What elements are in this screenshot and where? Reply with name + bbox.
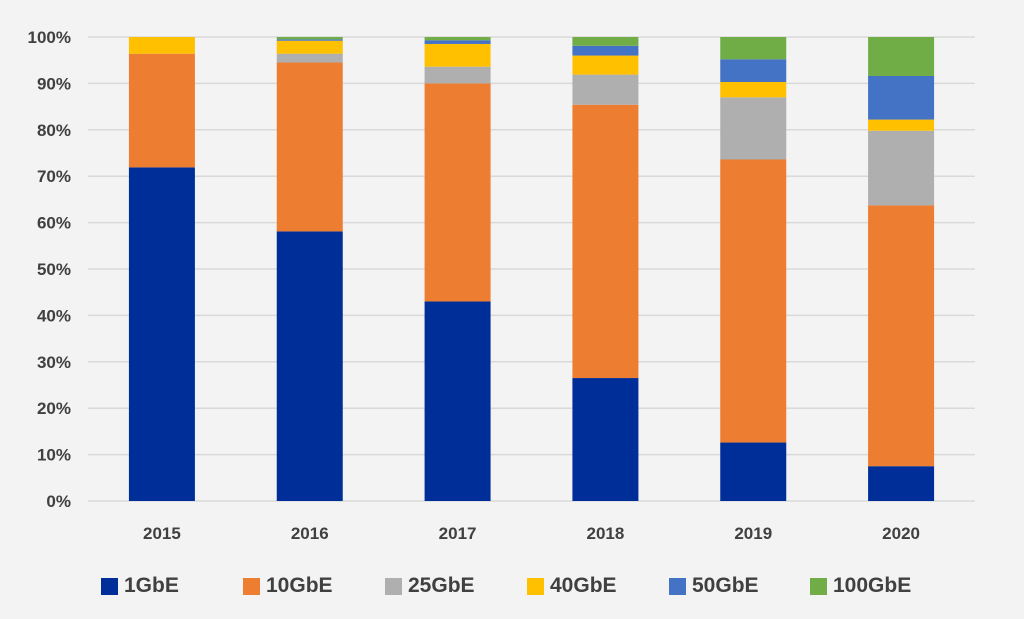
bar-segment-25gbe-2017 <box>424 66 491 84</box>
bar-segment-50gbe-2019 <box>720 59 787 83</box>
legend-label: 100GbE <box>833 574 912 597</box>
y-tick-label: 80% <box>37 121 71 140</box>
bar-segment-50gbe-2020 <box>868 75 935 120</box>
y-tick-label: 0% <box>46 492 71 511</box>
bar-segment-100gbe-2017 <box>424 37 491 41</box>
legend-swatch <box>101 577 118 595</box>
legend-label: 50GbE <box>692 574 759 597</box>
bar-segment-10gbe-2018 <box>572 104 639 379</box>
plot-area: 0% 10% 20% 30% 40% 50% 60% 70% 80% 90% 100% 2015 201… <box>28 28 975 543</box>
bar-segment-25gbe-2018 <box>572 74 639 105</box>
legend-swatch <box>810 577 827 595</box>
legend: 1GbE 10GbE 25GbE 40GbE 50GbE 100GbE <box>0 568 1024 604</box>
bar-segment-40gbe-2016 <box>276 40 343 54</box>
legend-label: 1GbE <box>124 574 179 597</box>
y-tick-label: 50% <box>37 260 71 279</box>
bar-segment-50gbe-2017 <box>424 40 491 44</box>
legend-label: 10GbE <box>266 574 333 597</box>
bar-segment-25gbe-2019 <box>720 97 787 160</box>
x-tick-label: 2016 <box>291 524 329 543</box>
y-tick-label: 60% <box>37 214 71 233</box>
bar-segment-25gbe-2020 <box>868 130 935 206</box>
legend-swatch <box>527 577 544 595</box>
legend-label: 25GbE <box>408 574 475 597</box>
bar-segment-40gbe-2015 <box>128 37 195 54</box>
y-tick-label: 20% <box>37 399 71 418</box>
bar-segment-40gbe-2017 <box>424 43 491 67</box>
legend-swatch <box>243 577 260 595</box>
bar-segment-40gbe-2020 <box>868 119 935 131</box>
bar-segment-1gbe-2018 <box>572 378 639 501</box>
bar-segment-100gbe-2020 <box>868 37 935 76</box>
bar-segment-10gbe-2016 <box>276 62 343 232</box>
bar-segment-1gbe-2016 <box>276 231 343 501</box>
x-tick-label: 2017 <box>439 524 477 543</box>
bar-segment-10gbe-2015 <box>128 53 195 168</box>
legend-swatch <box>669 577 686 595</box>
bar-segment-100gbe-2018 <box>572 37 639 46</box>
y-tick-label: 100% <box>28 28 71 47</box>
legend-item-10gbe: 10GbE <box>243 568 333 604</box>
legend-item-50gbe: 50GbE <box>669 568 759 604</box>
y-tick-label: 10% <box>37 446 71 465</box>
legend-item-100gbe: 100GbE <box>810 568 911 604</box>
bar-segment-25gbe-2016 <box>276 53 343 63</box>
y-tick-label: 70% <box>37 167 71 186</box>
bar-segment-1gbe-2020 <box>868 466 935 501</box>
legend-item-1gbe: 1GbE <box>101 568 179 604</box>
legend-item-40gbe: 40GbE <box>527 568 617 604</box>
x-tick-label: 2020 <box>882 524 920 543</box>
bar-segment-1gbe-2017 <box>424 301 491 501</box>
bar-segment-10gbe-2020 <box>868 205 935 467</box>
legend-swatch <box>385 577 402 595</box>
bar-segment-40gbe-2019 <box>720 82 787 98</box>
bar-segment-1gbe-2019 <box>720 442 787 501</box>
x-tick-label: 2019 <box>734 524 772 543</box>
y-tick-label: 40% <box>37 306 71 325</box>
bar-segment-100gbe-2016 <box>276 37 343 40</box>
legend-label: 40GbE <box>550 574 617 597</box>
bar-segment-10gbe-2019 <box>720 159 787 443</box>
bar-segment-10gbe-2017 <box>424 83 491 302</box>
bar-segment-40gbe-2018 <box>572 55 639 75</box>
x-tick-label: 2015 <box>143 524 181 543</box>
legend-item-25gbe: 25GbE <box>385 568 475 604</box>
bar-segment-100gbe-2019 <box>720 37 787 60</box>
bar-segment-1gbe-2015 <box>128 167 195 501</box>
bar-segment-50gbe-2018 <box>572 45 639 56</box>
x-tick-label: 2018 <box>587 524 625 543</box>
bar-segment-50gbe-2016 <box>276 39 343 41</box>
y-tick-label: 30% <box>37 353 71 372</box>
y-tick-label: 90% <box>37 74 71 93</box>
